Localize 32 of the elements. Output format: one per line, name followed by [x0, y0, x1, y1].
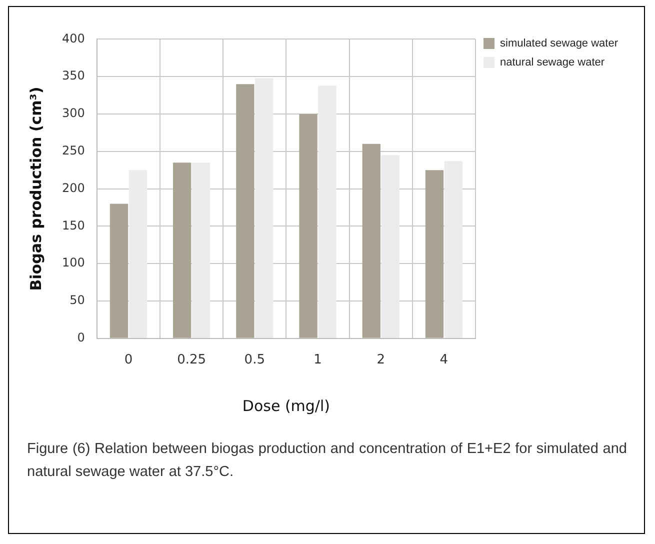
y-tick-label: 400: [62, 31, 85, 46]
y-tick-label: 300: [62, 106, 85, 120]
bar: [362, 144, 380, 338]
x-axis-title: Dose (mg/l): [242, 396, 330, 415]
x-tick-label: 1: [314, 352, 322, 368]
bar: [318, 86, 336, 338]
bar: [173, 162, 192, 338]
bar: [381, 155, 400, 338]
bar: [128, 170, 148, 338]
x-tick-label: 0.5: [244, 352, 265, 368]
y-tick-label: 100: [62, 256, 85, 270]
y-tick-label: 0: [77, 330, 85, 345]
x-tick-label: 0.25: [177, 352, 206, 368]
y-tick-label: 250: [62, 144, 85, 158]
bar: [255, 78, 274, 338]
y-tick-label: 50: [70, 293, 85, 308]
legend-label: simulated sewage water: [500, 38, 618, 50]
bar: [299, 114, 318, 338]
bar: [444, 161, 462, 338]
y-tick-label: 200: [62, 180, 85, 195]
bar: [425, 170, 444, 338]
bar: [192, 162, 210, 338]
x-tick-label: 0: [124, 352, 133, 368]
y-tick-label: 150: [62, 218, 85, 232]
bar: [110, 204, 128, 338]
text: Figure (6) Relation between biogas production and concentration of E1+E2 for simulated and natural sewage water at 37.5°C.: [27, 440, 627, 482]
legend-label: natural sewage water: [500, 56, 605, 69]
y-axis-title: Biogas production (cm³): [26, 86, 45, 291]
x-tick-label: 2: [376, 352, 385, 368]
y-tick-label: 350: [62, 68, 85, 83]
x-tick-label: 4: [440, 352, 448, 368]
bar: [236, 84, 254, 338]
